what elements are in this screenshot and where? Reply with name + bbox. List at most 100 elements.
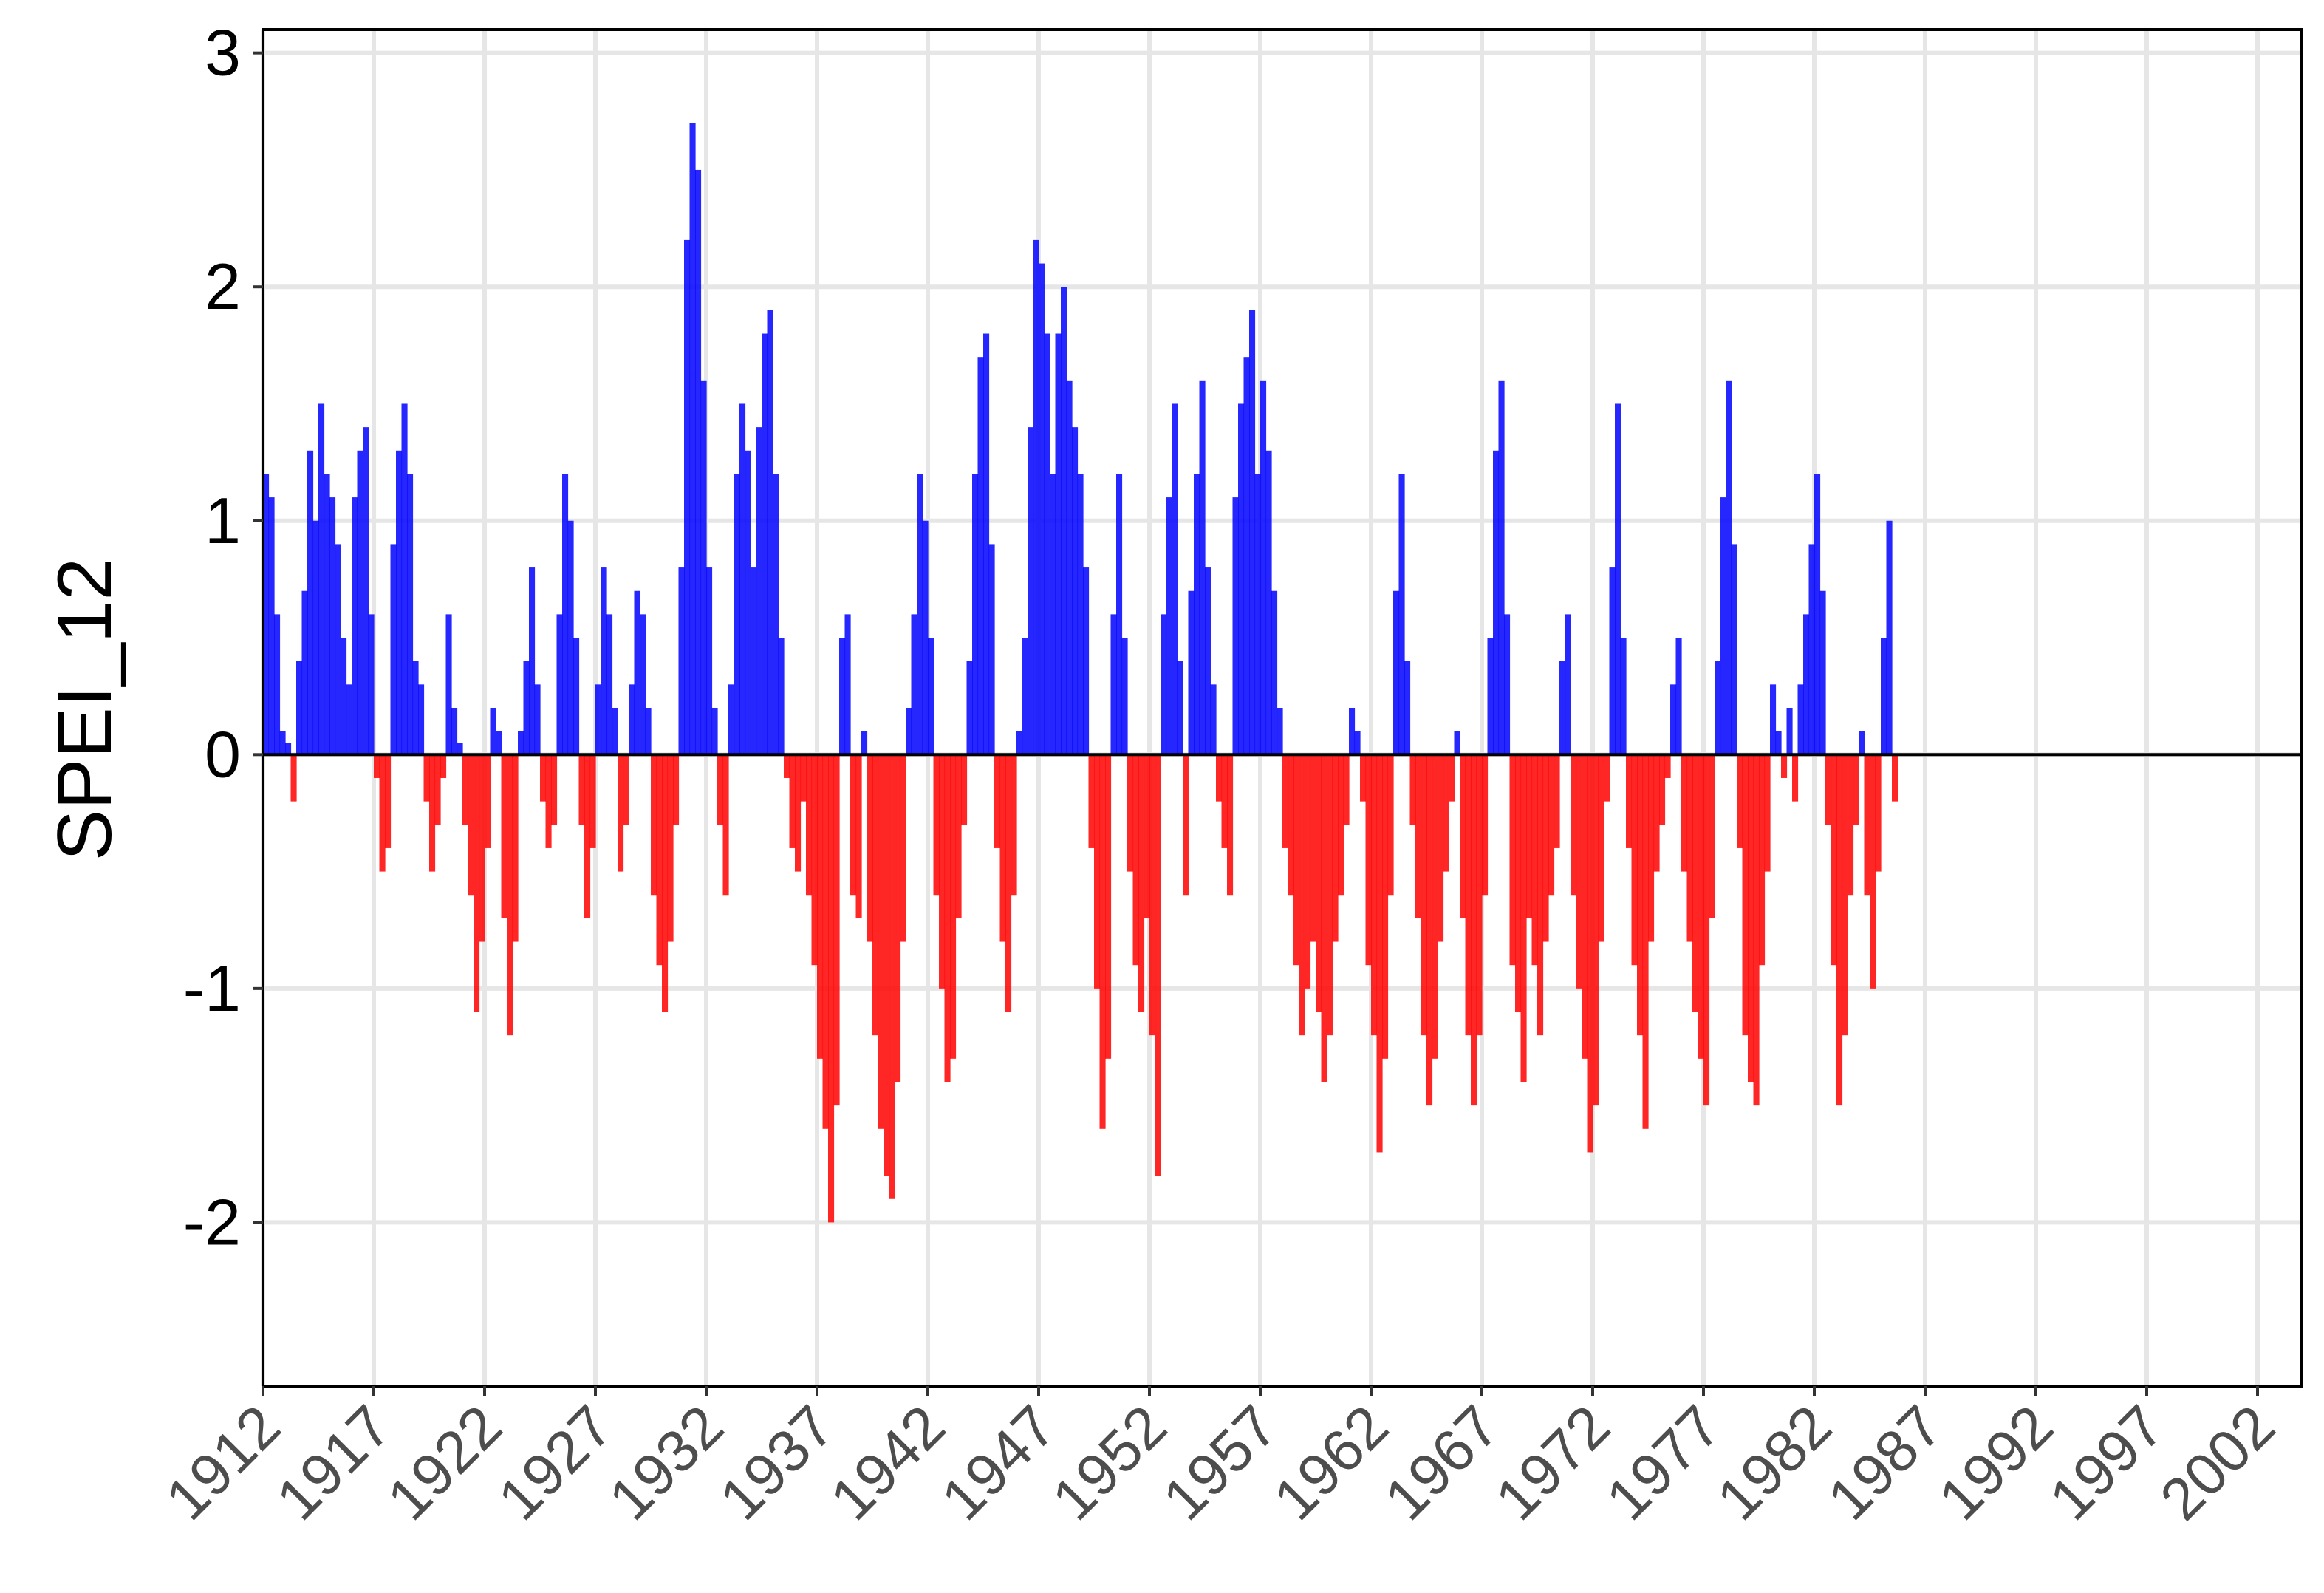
- bar-positive: [1277, 708, 1283, 755]
- bar-positive: [357, 450, 363, 755]
- bar-negative: [1482, 754, 1489, 896]
- bar-negative: [828, 754, 835, 1223]
- bar-positive: [1675, 638, 1682, 755]
- bar-positive: [1670, 684, 1677, 755]
- bar-positive: [1110, 614, 1117, 755]
- y-tick-label: 2: [205, 250, 241, 323]
- bar-positive: [573, 638, 580, 755]
- bar-negative: [1626, 754, 1633, 848]
- bar-negative: [1365, 754, 1372, 966]
- x-tick-label: 2002: [2147, 1393, 2287, 1532]
- bar-negative: [1825, 754, 1832, 825]
- bar-positive: [1055, 333, 1062, 755]
- bar-positive: [1504, 614, 1511, 755]
- bar-positive: [1265, 450, 1272, 755]
- bar-positive: [1454, 731, 1460, 755]
- bar-negative: [1282, 754, 1289, 848]
- bar-negative: [1753, 754, 1760, 1106]
- bar-negative: [855, 754, 862, 918]
- x-tick-label: 1912: [153, 1393, 293, 1532]
- bar-positive: [689, 123, 696, 755]
- bar-positive: [706, 567, 713, 755]
- bar-positive: [739, 403, 746, 755]
- bar-positive: [1044, 333, 1050, 755]
- bar-positive: [312, 520, 319, 755]
- bar-negative: [1571, 754, 1577, 896]
- bar-positive: [1808, 544, 1815, 755]
- bar-negative: [817, 754, 824, 1059]
- bar-positive: [745, 450, 751, 755]
- bar-positive: [1498, 380, 1505, 755]
- bar-positive: [634, 590, 640, 755]
- x-axis-ticks: 1912191719221927193219371942194719521957…: [153, 1386, 2287, 1532]
- bar-positive: [562, 474, 569, 755]
- bar-positive: [1398, 474, 1405, 755]
- bar-negative: [1288, 754, 1294, 896]
- bar-negative: [1449, 754, 1455, 802]
- bar-negative: [999, 754, 1006, 942]
- bar-positive: [274, 614, 281, 755]
- bar-positive: [529, 567, 536, 755]
- bar-negative: [578, 754, 585, 825]
- bar-positive: [751, 567, 757, 755]
- bar-negative: [1310, 754, 1316, 942]
- x-tick-label: 1917: [264, 1393, 403, 1532]
- bar-positive: [684, 239, 691, 755]
- x-tick-label: 1987: [1815, 1393, 1955, 1532]
- bar-negative: [501, 754, 507, 918]
- bar-negative: [462, 754, 469, 825]
- bar-positive: [1232, 497, 1239, 755]
- bar-positive: [612, 708, 618, 755]
- bar-negative: [1698, 754, 1704, 1059]
- bar-positive: [1161, 614, 1167, 755]
- bar-negative: [1293, 754, 1300, 966]
- bar-negative: [1321, 754, 1327, 1082]
- bar-positive: [301, 590, 308, 755]
- bar-negative: [1637, 754, 1644, 1036]
- bar-positive: [1061, 287, 1067, 755]
- bar-positive: [1022, 638, 1028, 755]
- bar-positive: [263, 474, 270, 755]
- bar-positive: [1016, 731, 1023, 755]
- bar-positive: [346, 684, 352, 755]
- bar-positive: [601, 567, 607, 755]
- bar-negative: [1216, 754, 1223, 802]
- bar-negative: [1094, 754, 1101, 989]
- bar-negative: [1831, 754, 1837, 966]
- bar-positive: [861, 731, 868, 755]
- bar-positive: [1404, 661, 1411, 755]
- bar-negative: [895, 754, 901, 1082]
- bar-positive: [523, 661, 530, 755]
- bar-negative: [423, 754, 430, 802]
- bar-positive: [645, 708, 652, 755]
- bar-negative: [1371, 754, 1378, 1036]
- bar-positive: [445, 614, 452, 755]
- bar-negative: [1438, 754, 1444, 942]
- bar-negative: [1409, 754, 1416, 825]
- bar-positive: [1819, 590, 1826, 755]
- bar-negative: [1848, 754, 1854, 896]
- y-axis-title: SPEI_12: [42, 558, 128, 862]
- bar-negative: [540, 754, 547, 802]
- bar-positive: [1559, 661, 1566, 755]
- bar-negative: [1526, 754, 1533, 918]
- bar-negative: [379, 754, 386, 872]
- bar-positive: [518, 731, 524, 755]
- bar-positive: [1177, 661, 1183, 755]
- bar-negative: [784, 754, 790, 778]
- bar-negative: [1105, 754, 1112, 1059]
- bar-positive: [1050, 474, 1056, 755]
- x-tick-label: 1992: [1926, 1393, 2065, 1532]
- bar-negative: [1476, 754, 1483, 1036]
- bar-positive: [756, 427, 762, 755]
- bar-positive: [567, 520, 574, 755]
- bar-negative: [878, 754, 884, 1129]
- bar-negative: [1692, 754, 1699, 1012]
- bar-negative: [434, 754, 441, 825]
- bar-negative: [1593, 754, 1599, 1106]
- bar-positive: [767, 310, 773, 755]
- bar-negative: [1853, 754, 1859, 825]
- bar-negative: [795, 754, 802, 872]
- bar-positive: [1797, 684, 1804, 755]
- bar-negative: [1509, 754, 1516, 966]
